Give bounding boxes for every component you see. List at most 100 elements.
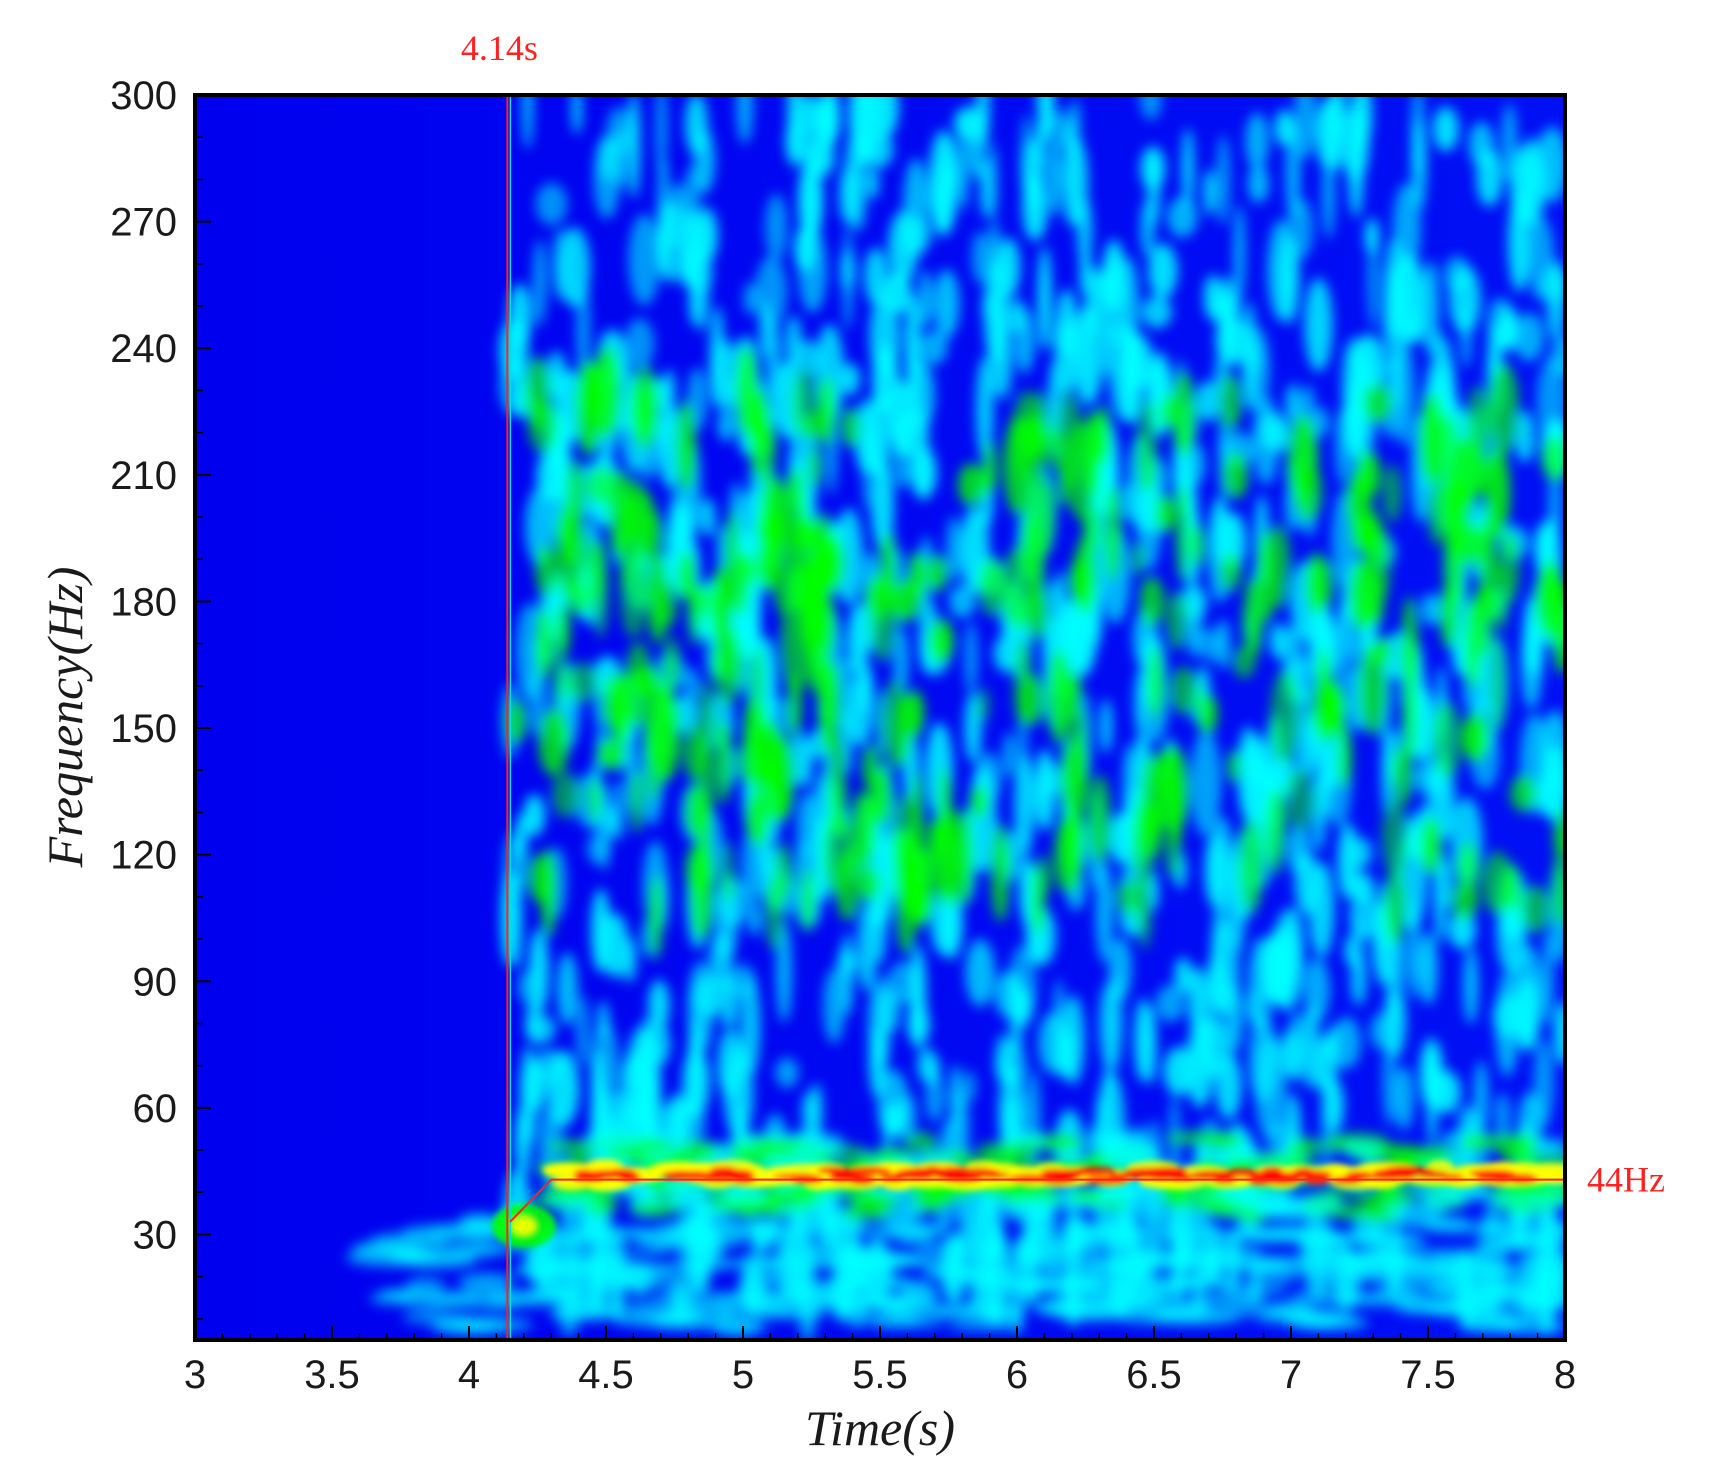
heat-cell xyxy=(1053,1168,1097,1177)
heat-cell xyxy=(1463,946,1479,1025)
heat-cell xyxy=(1286,1012,1309,1083)
heat-cell xyxy=(900,216,933,254)
heat-cell xyxy=(1424,1279,1471,1296)
heat-cell xyxy=(746,789,769,847)
heat-cell xyxy=(976,356,994,462)
heat-cell xyxy=(1095,860,1114,963)
heat-cell xyxy=(789,1256,871,1270)
heat-cell xyxy=(1287,825,1311,876)
heat-cell xyxy=(750,646,764,717)
heat-cell xyxy=(743,282,758,316)
heat-cell xyxy=(533,239,547,327)
heat-cell xyxy=(946,1320,1027,1332)
heat-cell xyxy=(648,979,670,1032)
heat-cell xyxy=(590,1021,620,1113)
heat-cell xyxy=(1526,1195,1565,1207)
heat-cell xyxy=(1131,542,1145,577)
heat-cell xyxy=(1073,537,1097,614)
heat-cell xyxy=(624,318,655,370)
heat-cell xyxy=(847,603,870,677)
heat-cell xyxy=(511,1217,536,1236)
heat-cell xyxy=(1541,266,1565,304)
heat-cell xyxy=(965,938,995,1007)
heat-cell xyxy=(584,1129,639,1149)
heat-cell xyxy=(958,463,986,507)
heat-cell xyxy=(1492,1138,1537,1156)
heat-cell xyxy=(841,407,860,448)
heat-cell xyxy=(1362,383,1393,424)
heat-cell xyxy=(762,1152,814,1166)
heat-cell xyxy=(1346,1171,1373,1179)
heat-cell xyxy=(1215,619,1231,669)
heat-cell xyxy=(871,461,894,552)
heat-cell xyxy=(1513,312,1545,362)
heat-cell xyxy=(1419,393,1445,486)
heat-cell xyxy=(1461,1134,1496,1150)
heat-cell xyxy=(1083,1286,1177,1302)
heat-cell xyxy=(505,699,528,744)
heat-cell xyxy=(883,271,912,315)
heat-cell xyxy=(1079,249,1093,298)
heat-cell xyxy=(1152,747,1177,802)
heat-cell xyxy=(1250,341,1262,374)
heat-cell xyxy=(1234,204,1245,302)
heat-cell xyxy=(1351,837,1373,869)
heat-cell xyxy=(1403,662,1417,763)
heat-cell xyxy=(651,1292,691,1302)
heat-cell xyxy=(1018,673,1045,726)
heat-cell xyxy=(1477,1285,1547,1301)
heat-cell xyxy=(970,785,988,818)
heat-cell xyxy=(1014,1279,1053,1292)
heat-cell xyxy=(1476,148,1503,207)
heat-cell xyxy=(1322,95,1346,172)
heat-cell xyxy=(1187,1171,1224,1180)
heat-cell xyxy=(927,554,948,592)
heat-cell xyxy=(552,227,569,301)
heat-cell xyxy=(823,968,845,1044)
heat-cell xyxy=(1082,296,1095,406)
heat-cell xyxy=(1053,320,1081,357)
heat-cell xyxy=(1114,881,1144,915)
y-tick-label: 180 xyxy=(110,580,177,624)
heat-cell xyxy=(425,1290,481,1305)
heat-cell xyxy=(1192,524,1205,567)
heat-cell xyxy=(514,813,528,866)
heat-cell xyxy=(861,743,880,790)
heat-cell xyxy=(629,1200,682,1217)
heat-cell xyxy=(880,988,901,1033)
heat-cell xyxy=(624,1028,656,1130)
heat-cell xyxy=(1140,95,1162,121)
heat-cell xyxy=(1391,745,1414,805)
x-tick-label: 4.5 xyxy=(578,1353,634,1397)
heat-cell xyxy=(1494,1093,1511,1140)
heat-cell xyxy=(1246,937,1275,1033)
heat-cell xyxy=(511,1262,593,1278)
heat-cell xyxy=(1117,257,1140,355)
heat-cell xyxy=(915,405,931,502)
heat-cell xyxy=(547,1050,580,1127)
heat-cell xyxy=(1175,484,1190,583)
y-tick-label: 270 xyxy=(110,201,177,245)
heat-cell xyxy=(724,1257,796,1270)
heat-cell xyxy=(798,227,827,313)
heat-cell xyxy=(415,1241,503,1261)
heat-cell xyxy=(678,551,696,601)
heat-cell xyxy=(668,484,692,562)
heat-cell xyxy=(796,792,820,860)
heat-cell xyxy=(1308,861,1335,958)
heat-cell xyxy=(637,1139,672,1153)
heat-cell xyxy=(905,1131,938,1152)
heat-cell xyxy=(1554,808,1565,862)
heat-cell xyxy=(1168,666,1200,715)
heat-cell xyxy=(1163,1046,1195,1096)
heat-cell xyxy=(1231,1189,1291,1204)
heat-cell xyxy=(690,845,715,940)
heat-cell xyxy=(979,558,1005,617)
heat-cell xyxy=(895,865,918,955)
heat-cell xyxy=(1270,669,1300,764)
heat-cell xyxy=(1197,693,1218,735)
heat-cell xyxy=(950,1237,1010,1255)
heat-cell xyxy=(962,1070,977,1103)
heat-cell xyxy=(683,667,700,702)
heat-cell xyxy=(1059,1199,1109,1211)
